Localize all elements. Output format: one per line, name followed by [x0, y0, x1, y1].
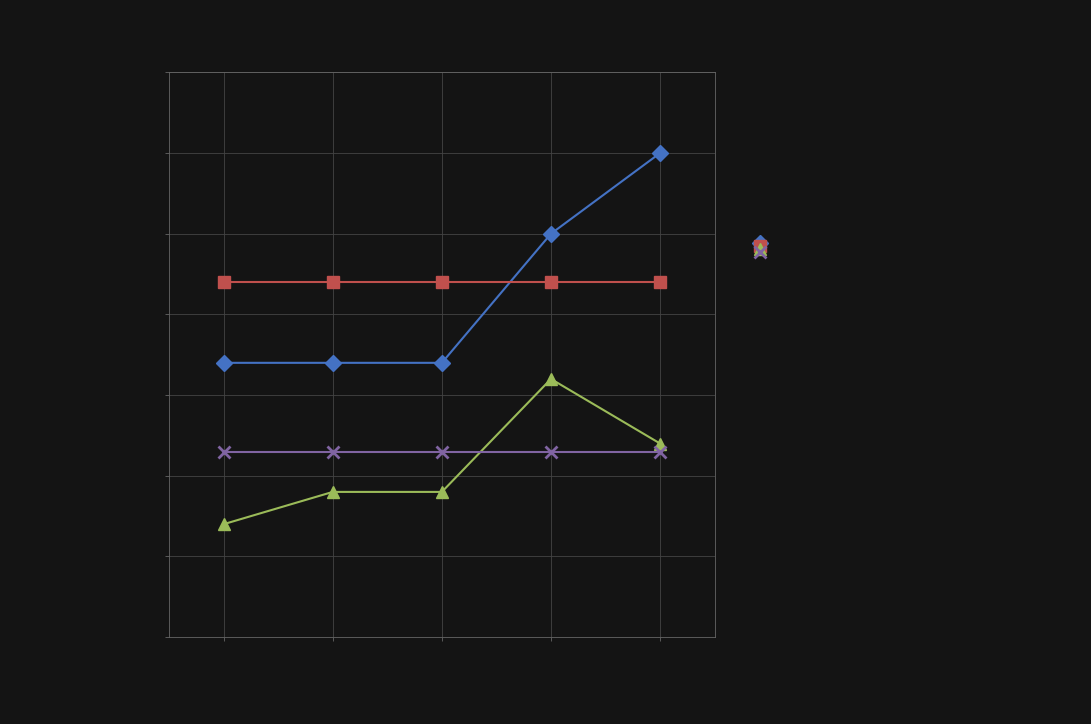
Legend: , , , : , , , — [759, 243, 762, 253]
